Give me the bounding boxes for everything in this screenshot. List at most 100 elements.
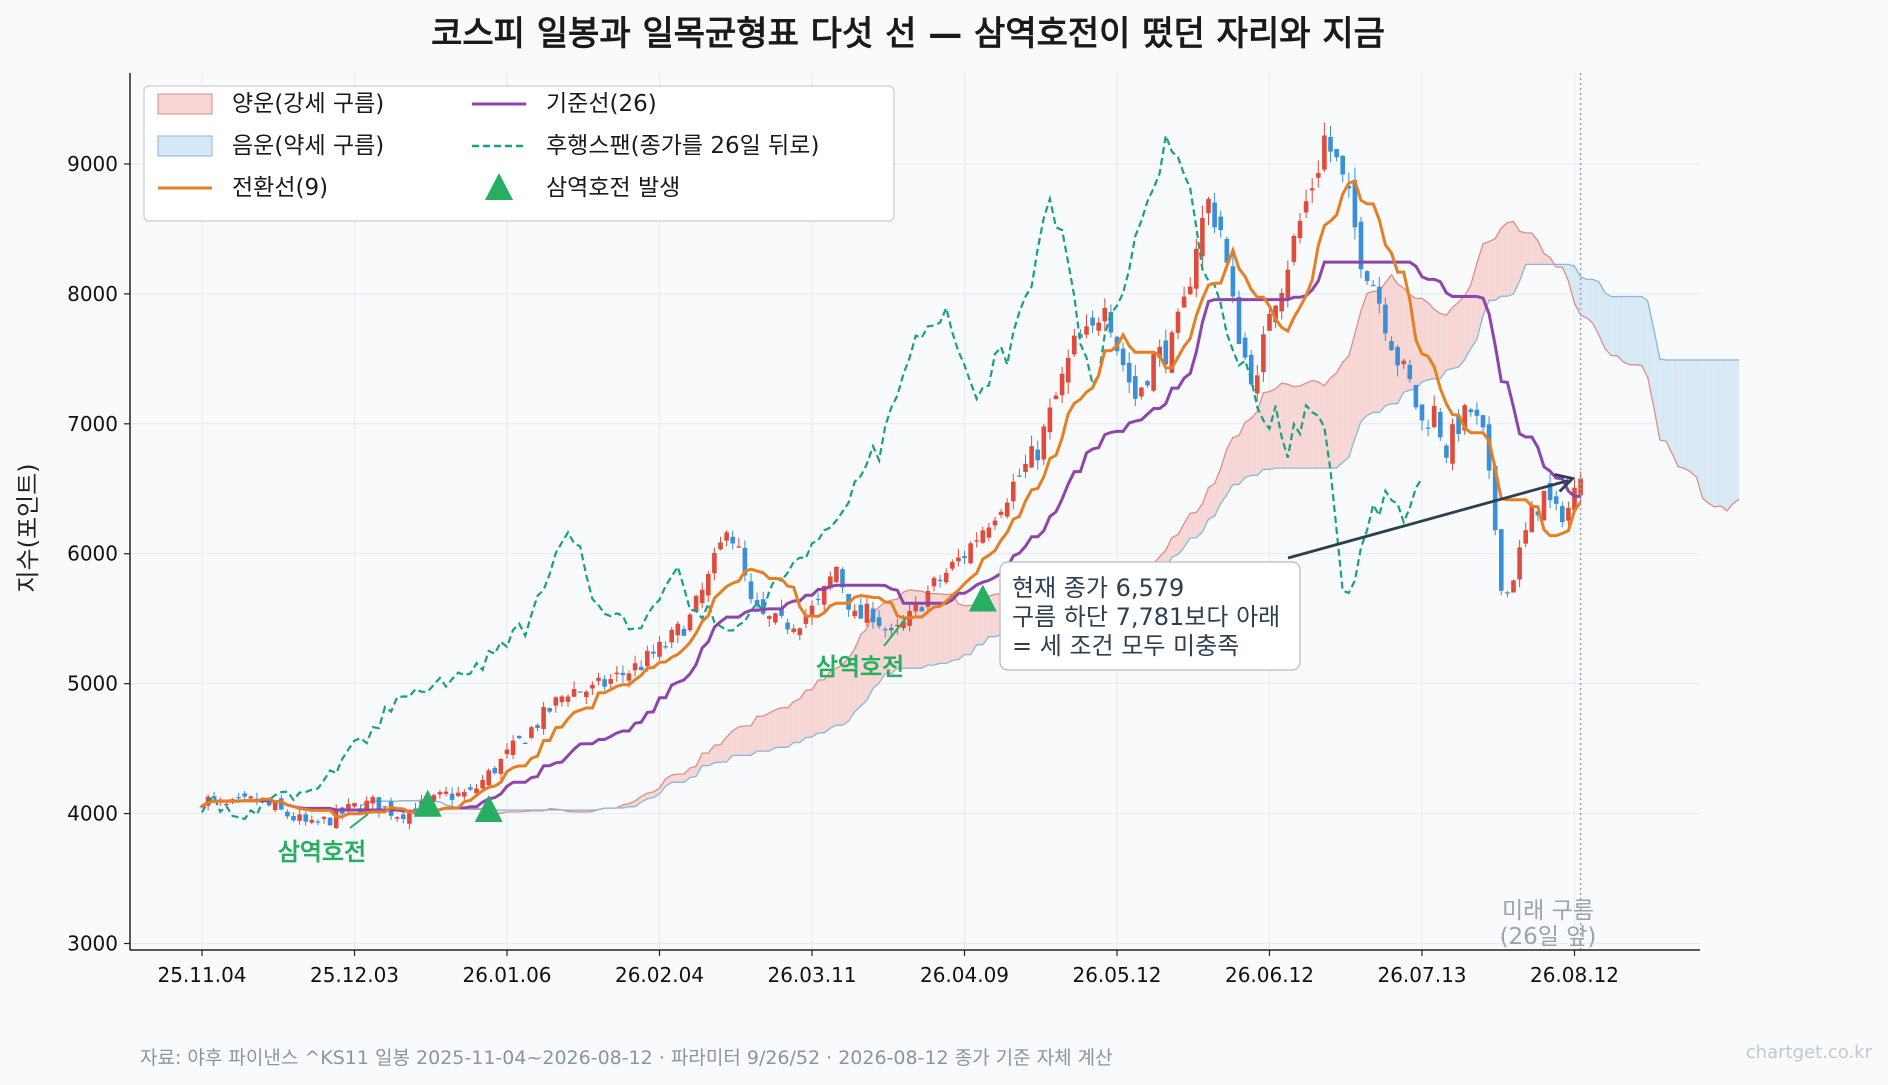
bull-cloud-segment: [732, 727, 739, 756]
candle-up: [394, 817, 400, 819]
bull-cloud-segment: [1165, 537, 1172, 570]
candle-up: [486, 770, 491, 786]
bull-cloud-segment: [1531, 233, 1538, 265]
x-tick-label: 26.01.06: [462, 963, 551, 987]
bull-cloud-segment: [677, 774, 684, 783]
candle-down: [1553, 496, 1559, 504]
bull-cloud-segment: [903, 589, 910, 669]
bear-cloud-segment: [1635, 296, 1642, 366]
bull-cloud-segment: [629, 801, 636, 807]
bull-cloud-segment: [1330, 372, 1337, 469]
legend-box: [143, 85, 895, 222]
candle-up: [767, 616, 772, 619]
candle-down: [1456, 416, 1461, 434]
bear-cloud-segment: [1727, 360, 1734, 511]
candle-up: [1267, 313, 1272, 331]
annotation-line: 구름 하단 7,781보다 아래: [1012, 603, 1280, 631]
tenkan-line: [201, 179, 1582, 819]
bear-cloud-segment: [1647, 300, 1654, 408]
candle-down: [1352, 180, 1358, 228]
candle-down: [291, 816, 296, 821]
candle-down: [449, 793, 455, 800]
candle-up: [773, 613, 778, 623]
bear-cloud-segment: [1720, 360, 1727, 511]
candle-down: [742, 547, 748, 576]
candle-up: [1511, 580, 1516, 593]
candle-up: [504, 749, 510, 755]
legend-swatch: [157, 93, 213, 115]
bull-cloud-segment: [744, 725, 751, 756]
bear-cloud-segment: [1666, 360, 1673, 454]
bull-cloud-segment: [885, 600, 892, 674]
legend-swatch: [157, 135, 213, 157]
bull-cloud-segment: [1202, 487, 1209, 533]
candle-up: [565, 696, 571, 702]
candle-down: [1419, 404, 1425, 421]
candle-down: [1236, 296, 1242, 344]
y-axis-label: 지수(포인트): [14, 463, 42, 592]
candle-up: [571, 689, 577, 697]
candle-down: [1218, 216, 1223, 231]
candle-up: [1541, 490, 1547, 521]
candle-up: [943, 572, 949, 583]
bull-cloud-segment: [1354, 310, 1361, 439]
candle-up: [431, 795, 437, 802]
bull-cloud-segment: [726, 730, 733, 762]
candle-up: [1041, 426, 1047, 460]
candle-down: [1499, 529, 1504, 591]
bear-cloud-segment: [1611, 296, 1618, 356]
candle-up: [364, 800, 369, 813]
candle-up: [437, 792, 443, 795]
candle-down: [1346, 185, 1352, 189]
candle-up: [1462, 405, 1467, 431]
y-tick-label: 6000: [67, 542, 118, 566]
candle-up: [596, 677, 601, 681]
candle-down: [211, 796, 217, 799]
bull-cloud-segment: [1501, 222, 1508, 297]
bull-cloud-segment: [818, 679, 825, 733]
candle-up: [1523, 530, 1528, 544]
bull-cloud-segment: [1293, 386, 1300, 469]
bull-cloud-segment: [1178, 523, 1185, 555]
candle-down: [1480, 415, 1486, 428]
candle-up: [1059, 373, 1065, 396]
candle-down: [815, 598, 821, 601]
bull-cloud-segment: [635, 796, 642, 807]
candle-up: [1401, 360, 1406, 365]
candle-down: [1413, 384, 1419, 408]
bull-cloud-segment: [787, 701, 794, 748]
bull-cloud-segment: [866, 612, 873, 701]
candle-up: [1096, 322, 1101, 331]
candle-up: [1578, 478, 1583, 496]
candle-up: [474, 788, 479, 794]
y-tick-label: 5000: [67, 672, 118, 696]
candle-down: [1370, 284, 1376, 287]
candle-down: [1535, 511, 1541, 516]
candle-up: [309, 819, 315, 823]
candle-up: [687, 614, 693, 631]
candle-down: [937, 579, 943, 581]
bull-cloud-segment: [909, 589, 916, 669]
bull-cloud-segment: [1300, 383, 1307, 469]
candle-down: [242, 793, 247, 797]
candle-up: [675, 623, 681, 636]
candle-down: [1407, 364, 1413, 380]
bull-cloud-segment: [653, 788, 660, 798]
bull-cloud-segment: [1513, 221, 1520, 294]
candle-up: [462, 792, 467, 797]
candle-down: [1438, 412, 1443, 438]
candle-down: [1133, 376, 1138, 399]
candle-down: [492, 767, 498, 774]
candle-up: [1255, 375, 1260, 394]
bear-cloud-segment: [1623, 296, 1630, 365]
candle-up: [809, 605, 815, 617]
candle-up: [706, 574, 711, 596]
candle-down: [1163, 340, 1169, 365]
candle-up: [950, 562, 955, 569]
candle-down: [1224, 238, 1230, 263]
bear-cloud-segment: [1598, 281, 1605, 349]
candle-up: [626, 673, 632, 681]
candle-up: [797, 628, 803, 635]
legend-label: 후행스팬(종가를 26일 뒤로): [546, 133, 819, 159]
